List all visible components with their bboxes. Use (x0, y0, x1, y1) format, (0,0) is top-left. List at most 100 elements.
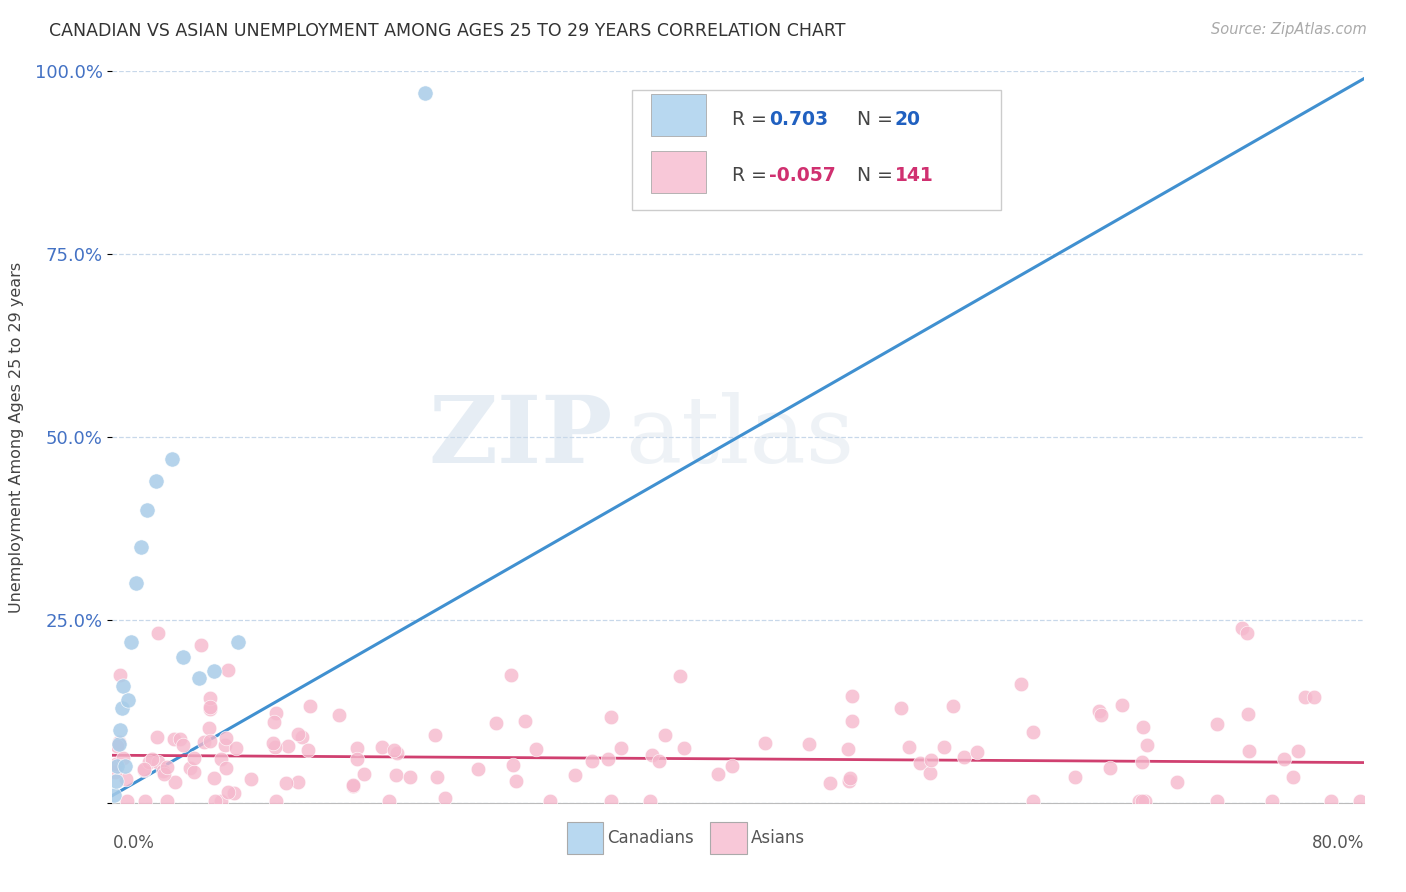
Point (129, 540, 152, 554)
Point (353, 766, 375, 780)
Point (426, 770, 449, 784)
Point (105, 756, 128, 771)
Point (538, 794, 561, 808)
Text: N =: N = (858, 166, 898, 186)
Point (841, 689, 863, 703)
Text: Canadians: Canadians (607, 829, 695, 847)
Point (156, 760, 179, 774)
Text: R =: R = (733, 110, 773, 128)
Point (226, 635, 249, 649)
Point (262, 736, 284, 750)
Point (1063, 770, 1085, 784)
Text: atlas: atlas (626, 392, 855, 482)
Point (467, 762, 489, 776)
Text: Asians: Asians (751, 829, 804, 847)
Point (1111, 698, 1133, 713)
Point (1286, 744, 1309, 758)
Point (952, 749, 974, 764)
Point (1206, 716, 1229, 731)
Point (371, 740, 394, 755)
Point (720, 758, 742, 772)
Point (1130, 794, 1153, 808)
Point (1022, 725, 1045, 739)
Point (669, 669, 692, 683)
Point (264, 706, 287, 720)
Point (291, 731, 314, 745)
Point (287, 774, 309, 789)
Point (1303, 690, 1326, 704)
Point (415, 87, 437, 101)
Point (382, 742, 405, 756)
Point (172, 649, 194, 664)
Point (672, 741, 695, 756)
Point (169, 731, 191, 746)
Point (141, 752, 163, 766)
Point (132, 762, 155, 776)
Point (966, 745, 988, 759)
Point (225, 741, 247, 756)
Point (152, 764, 174, 778)
Point (385, 747, 408, 761)
Point (640, 747, 662, 762)
Point (125, 576, 148, 591)
Point (146, 755, 169, 769)
Point (160, 452, 183, 467)
Point (152, 767, 174, 781)
Point (183, 765, 205, 780)
Point (934, 739, 956, 754)
Point (138, 755, 160, 769)
Point (1022, 794, 1045, 808)
Point (202, 772, 225, 786)
Point (134, 794, 156, 808)
Point (434, 790, 457, 805)
Point (841, 714, 863, 729)
Point (217, 785, 239, 799)
Point (1282, 770, 1305, 784)
Point (648, 754, 671, 768)
Point (190, 638, 212, 652)
Point (706, 766, 728, 780)
Point (215, 761, 238, 775)
Point (165, 775, 187, 789)
Point (837, 742, 859, 756)
Point (838, 773, 860, 788)
Point (200, 734, 222, 748)
Point (172, 739, 194, 753)
Point (920, 765, 942, 780)
Point (600, 710, 623, 724)
Point (110, 723, 132, 737)
Text: 80.0%: 80.0% (1312, 834, 1364, 852)
Point (920, 753, 942, 767)
Point (1236, 625, 1258, 640)
Point (1206, 794, 1229, 808)
Point (287, 727, 309, 741)
Point (209, 794, 232, 808)
Text: 0.703: 0.703 (769, 110, 828, 128)
Point (342, 778, 364, 792)
Point (513, 714, 536, 728)
Point (187, 672, 209, 686)
Point (1237, 744, 1260, 758)
Point (1099, 761, 1122, 775)
Point (110, 667, 132, 681)
Point (890, 700, 912, 714)
Point (1132, 756, 1154, 770)
Point (117, 693, 139, 707)
Text: 0.0%: 0.0% (112, 834, 155, 852)
Point (638, 794, 661, 808)
Point (297, 743, 319, 757)
Point (1320, 794, 1343, 808)
Point (111, 700, 134, 714)
Point (1128, 794, 1150, 808)
Point (1133, 794, 1156, 808)
Point (1348, 794, 1371, 808)
Point (499, 668, 522, 682)
Point (214, 739, 236, 753)
Point (596, 751, 619, 765)
Point (839, 771, 862, 785)
Point (179, 761, 201, 775)
Point (378, 794, 401, 808)
Point (217, 664, 239, 678)
Point (146, 730, 169, 744)
Point (135, 503, 157, 517)
